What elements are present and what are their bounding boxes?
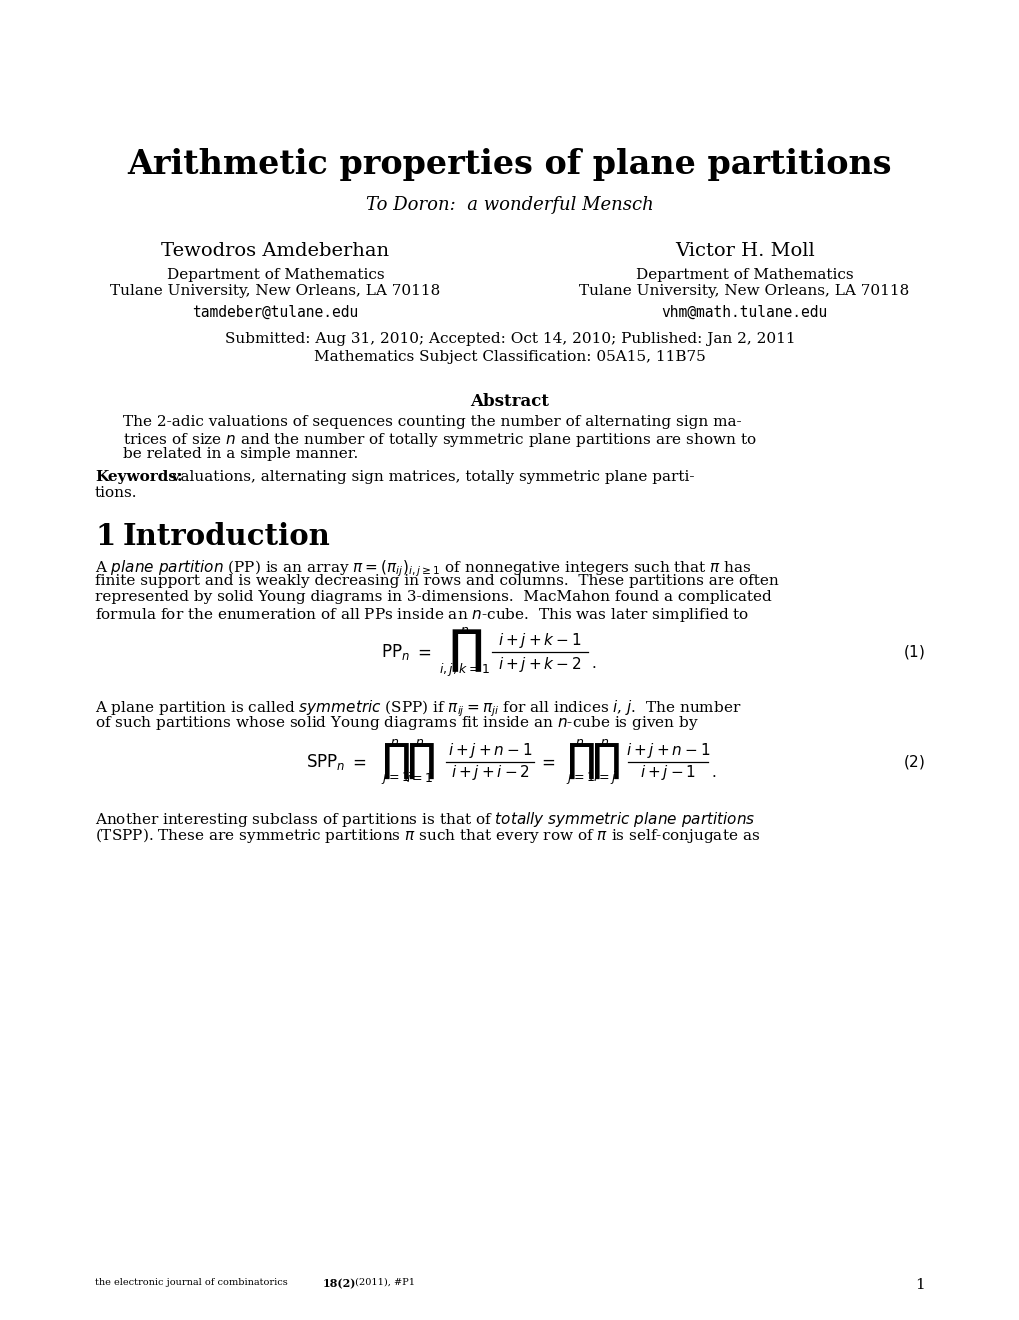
Text: $=$: $=$ [348,754,366,771]
Text: valuations, alternating sign matrices, totally symmetric plane parti-: valuations, alternating sign matrices, t… [167,470,694,484]
Text: To Doron:  a wonderful Mensch: To Doron: a wonderful Mensch [366,195,653,214]
Text: $\prod$: $\prod$ [406,742,434,780]
Text: $n$: $n$ [575,735,584,748]
Text: $\prod$: $\prod$ [566,742,594,780]
Text: the electronic journal of combinatorics: the electronic journal of combinatorics [95,1278,287,1287]
Text: $i+j-1$: $i+j-1$ [639,763,695,783]
Text: Abstract: Abstract [470,393,549,411]
Text: 1: 1 [914,1278,924,1292]
Text: of such partitions whose solid Young diagrams fit inside an $n$-cube is given by: of such partitions whose solid Young dia… [95,714,698,733]
Text: $\mathrm{PP}_n$: $\mathrm{PP}_n$ [381,642,410,663]
Text: Tulane University, New Orleans, LA 70118: Tulane University, New Orleans, LA 70118 [110,284,440,298]
Text: $n$: $n$ [415,735,424,748]
Text: Submitted: Aug 31, 2010; Accepted: Oct 14, 2010; Published: Jan 2, 2011: Submitted: Aug 31, 2010; Accepted: Oct 1… [224,333,795,346]
Text: The 2-adic valuations of sequences counting the number of alternating sign ma-: The 2-adic valuations of sequences count… [123,414,741,429]
Text: $i,j,k=1$: $i,j,k=1$ [439,661,490,678]
Text: tions.: tions. [95,486,138,500]
Text: Arithmetic properties of plane partitions: Arithmetic properties of plane partition… [127,148,892,181]
Text: Tewodros Amdeberhan: Tewodros Amdeberhan [161,242,389,260]
Text: $\prod$: $\prod$ [447,627,482,675]
Text: $j=1$: $j=1$ [380,770,409,787]
Text: be related in a simple manner.: be related in a simple manner. [123,447,358,461]
Text: .: . [711,766,716,780]
Text: Victor H. Moll: Victor H. Moll [674,242,814,260]
Text: $\prod$: $\prod$ [380,742,409,780]
Text: $j=1$: $j=1$ [565,770,594,787]
Text: $n$: $n$ [460,623,469,636]
Text: .: . [591,657,596,671]
Text: Introduction: Introduction [123,521,330,550]
Text: $\prod$: $\prod$ [590,742,619,780]
Text: formula for the enumeration of all PPs inside an $n$-cube.  This was later simpl: formula for the enumeration of all PPs i… [95,606,749,624]
Text: A $\it{plane\ partition}$ (PP) is an array $\pi = (\pi_{ij})_{i,j\geq 1}$ of non: A $\it{plane\ partition}$ (PP) is an arr… [95,558,751,578]
Text: 18(2): 18(2) [323,1278,356,1290]
Text: $(2)$: $(2)$ [902,752,924,771]
Text: $=$: $=$ [538,754,555,771]
Text: $=$: $=$ [414,644,431,660]
Text: 1: 1 [95,521,115,550]
Text: Keywords:: Keywords: [95,470,182,484]
Text: $i+j+k-2$: $i+j+k-2$ [497,655,581,673]
Text: $i=j$: $i=j$ [592,770,616,787]
Text: $(1)$: $(1)$ [902,643,924,661]
Text: $i+j+n-1$: $i+j+n-1$ [625,742,709,760]
Text: $i=1$: $i=1$ [406,771,433,785]
Text: trices of size $n$ and the number of totally symmetric plane partitions are show: trices of size $n$ and the number of tot… [123,432,756,449]
Text: tamdeber@tulane.edu: tamdeber@tulane.edu [193,305,358,319]
Text: A plane partition is called $\it{symmetric}$ (SPP) if $\pi_{ij} = \pi_{ji}$ for : A plane partition is called $\it{symmetr… [95,698,741,718]
Text: Department of Mathematics: Department of Mathematics [635,268,853,282]
Text: $n$: $n$ [390,735,399,748]
Text: Tulane University, New Orleans, LA 70118: Tulane University, New Orleans, LA 70118 [579,284,909,298]
Text: (2011), #P1: (2011), #P1 [352,1278,415,1287]
Text: $i+j+k-1$: $i+j+k-1$ [497,631,581,649]
Text: finite support and is weakly decreasing in rows and columns.  These partitions a: finite support and is weakly decreasing … [95,574,777,587]
Text: represented by solid Young diagrams in 3-dimensions.  MacMahon found a complicat: represented by solid Young diagrams in 3… [95,590,771,605]
Text: $i+j+i-2$: $i+j+i-2$ [450,763,529,783]
Text: $n$: $n$ [600,735,609,748]
Text: vhm@math.tulane.edu: vhm@math.tulane.edu [661,305,826,319]
Text: Department of Mathematics: Department of Mathematics [166,268,384,282]
Text: $\mathrm{SPP}_n$: $\mathrm{SPP}_n$ [306,752,344,772]
Text: (TSPP). These are symmetric partitions $\pi$ such that every row of $\pi$ is sel: (TSPP). These are symmetric partitions $… [95,826,759,845]
Text: Mathematics Subject Classification: 05A15, 11B75: Mathematics Subject Classification: 05A1… [314,350,705,364]
Text: $i+j+n-1$: $i+j+n-1$ [447,742,532,760]
Text: Another interesting subclass of partitions is that of $\it{totally\ symmetric\ p: Another interesting subclass of partitio… [95,810,755,829]
